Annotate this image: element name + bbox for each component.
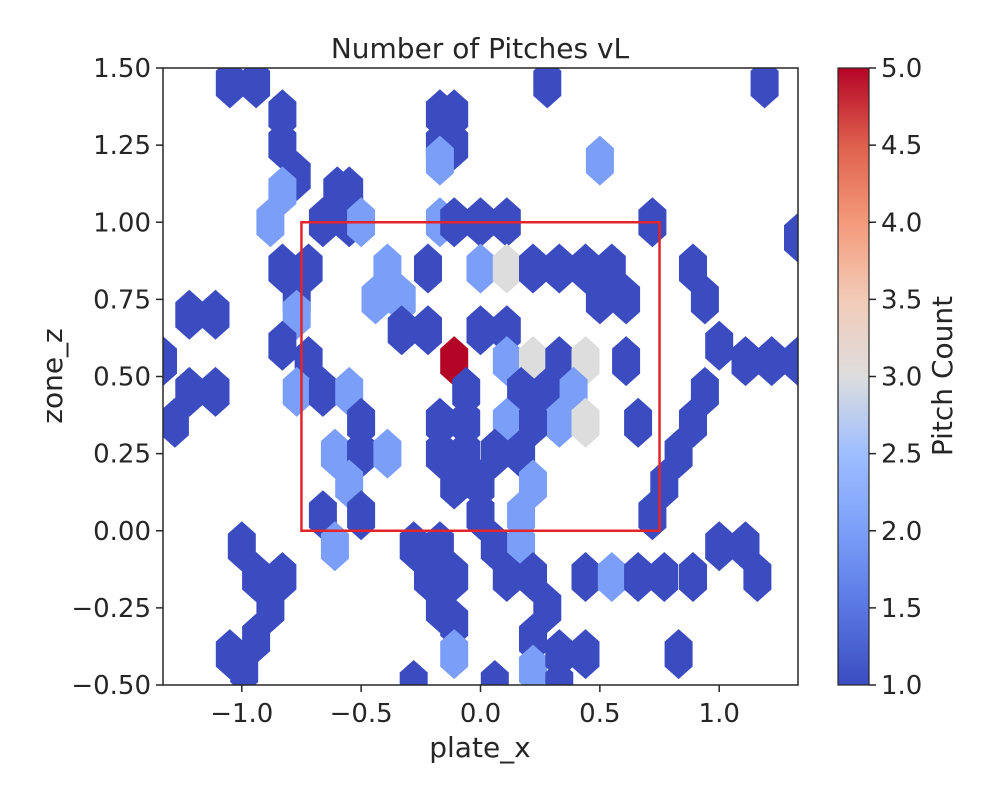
hex-bin (466, 243, 495, 294)
y-tick-label: 0.00 (93, 517, 151, 547)
hex-bin (571, 629, 600, 680)
hex-bin (440, 459, 469, 510)
hex-bins (163, 68, 798, 685)
chart-title: Number of Pitches vL (331, 32, 630, 65)
hex-bin (612, 274, 641, 325)
hex-bin (624, 552, 653, 602)
hex-bin (571, 552, 600, 602)
hex-bin (750, 68, 779, 109)
colorbar-ticks: 5.0 4.5 4.0 3.5 3.0 2.5 2.0 1.5 1.0 (869, 54, 922, 701)
x-tick-label: −1.0 (210, 699, 273, 729)
hex-bin (545, 243, 574, 294)
hex-bin (320, 521, 349, 572)
hex-bin (650, 552, 679, 602)
hex-bin (624, 397, 653, 448)
hex-bin (361, 274, 390, 325)
hex-bin (163, 336, 177, 387)
hex-bin (784, 336, 798, 387)
colorbar-tick-label: 3.0 (881, 363, 922, 393)
y-axis-label: zone_z (36, 328, 69, 424)
x-tick-label: −0.5 (330, 699, 393, 729)
y-tick-label: 0.75 (93, 285, 151, 315)
hex-bin (201, 366, 230, 417)
hex-bin (425, 135, 454, 186)
hex-bin (612, 336, 641, 387)
y-tick-label: −0.50 (71, 671, 151, 701)
strike-zone-box (300, 221, 661, 532)
hex-bin (519, 243, 547, 294)
hex-bin (545, 660, 574, 685)
hex-bin (201, 289, 230, 340)
y-tick-label: 1.25 (93, 131, 151, 161)
hex-bin (268, 320, 297, 371)
hex-bin (282, 366, 311, 417)
x-axis-ticks: −1.0 −0.5 0.0 0.5 1.0 (210, 685, 740, 729)
x-axis-label: plate_x (429, 731, 531, 764)
hex-bin (571, 397, 600, 448)
hex-bin (664, 629, 693, 680)
hex-bin (743, 552, 772, 602)
hex-bin (242, 68, 271, 109)
hex-bin (175, 366, 204, 417)
hex-bin (585, 274, 614, 325)
y-tick-label: −0.25 (71, 594, 151, 624)
hex-bin (373, 428, 402, 479)
hex-bin (480, 660, 509, 685)
hex-bin (347, 490, 376, 541)
y-tick-label: 0.50 (93, 363, 151, 393)
hex-bin (690, 274, 719, 325)
hex-bin (585, 135, 614, 186)
hex-bin (163, 397, 189, 448)
hex-bin (387, 305, 416, 356)
colorbar-tick-label: 1.5 (881, 594, 922, 624)
y-tick-label: 0.25 (93, 440, 151, 470)
colorbar-tick-label: 4.5 (881, 131, 922, 161)
hex-bin (215, 629, 244, 680)
colorbar-tick-label: 1.0 (881, 671, 922, 701)
hex-bin (399, 660, 428, 685)
x-tick-label: 1.0 (699, 699, 740, 729)
hex-bin (705, 521, 734, 572)
y-axis-ticks: 1.50 1.25 1.00 0.75 0.50 0.25 0.00 −0.25 −0.50 (71, 54, 163, 701)
hex-bin (679, 552, 707, 602)
hex-bin (215, 68, 244, 109)
hex-bin (571, 243, 600, 294)
hex-bin (705, 320, 734, 371)
hex-bin (784, 212, 798, 263)
colorbar-tick-label: 2.5 (881, 440, 922, 470)
colorbar-tick-label: 4.0 (881, 208, 922, 238)
hex-bin (757, 336, 786, 387)
y-tick-label: 1.50 (93, 54, 151, 84)
hex-bin (414, 305, 442, 356)
hex-bin (414, 243, 442, 294)
colorbar-tick-label: 5.0 (881, 54, 922, 84)
hex-bin (492, 243, 521, 294)
hex-bin (440, 629, 469, 680)
hex-bin (545, 397, 574, 448)
hex-bin (308, 366, 337, 417)
hex-bin (519, 644, 547, 685)
colorbar-tick-label: 2.0 (881, 517, 922, 547)
x-tick-label: 0.5 (579, 699, 620, 729)
y-tick-label: 1.00 (93, 208, 151, 238)
hex-bin (533, 68, 562, 109)
hex-bin (492, 552, 521, 602)
hex-bin (466, 305, 495, 356)
x-tick-label: 0.0 (460, 699, 501, 729)
colorbar-label: Pitch Count (926, 296, 959, 456)
hex-bin (597, 552, 626, 602)
hex-bin (175, 289, 204, 340)
colorbar (837, 67, 870, 686)
colorbar-tick-label: 3.5 (881, 285, 922, 315)
hex-bin (256, 197, 285, 248)
hex-bin (731, 336, 760, 387)
